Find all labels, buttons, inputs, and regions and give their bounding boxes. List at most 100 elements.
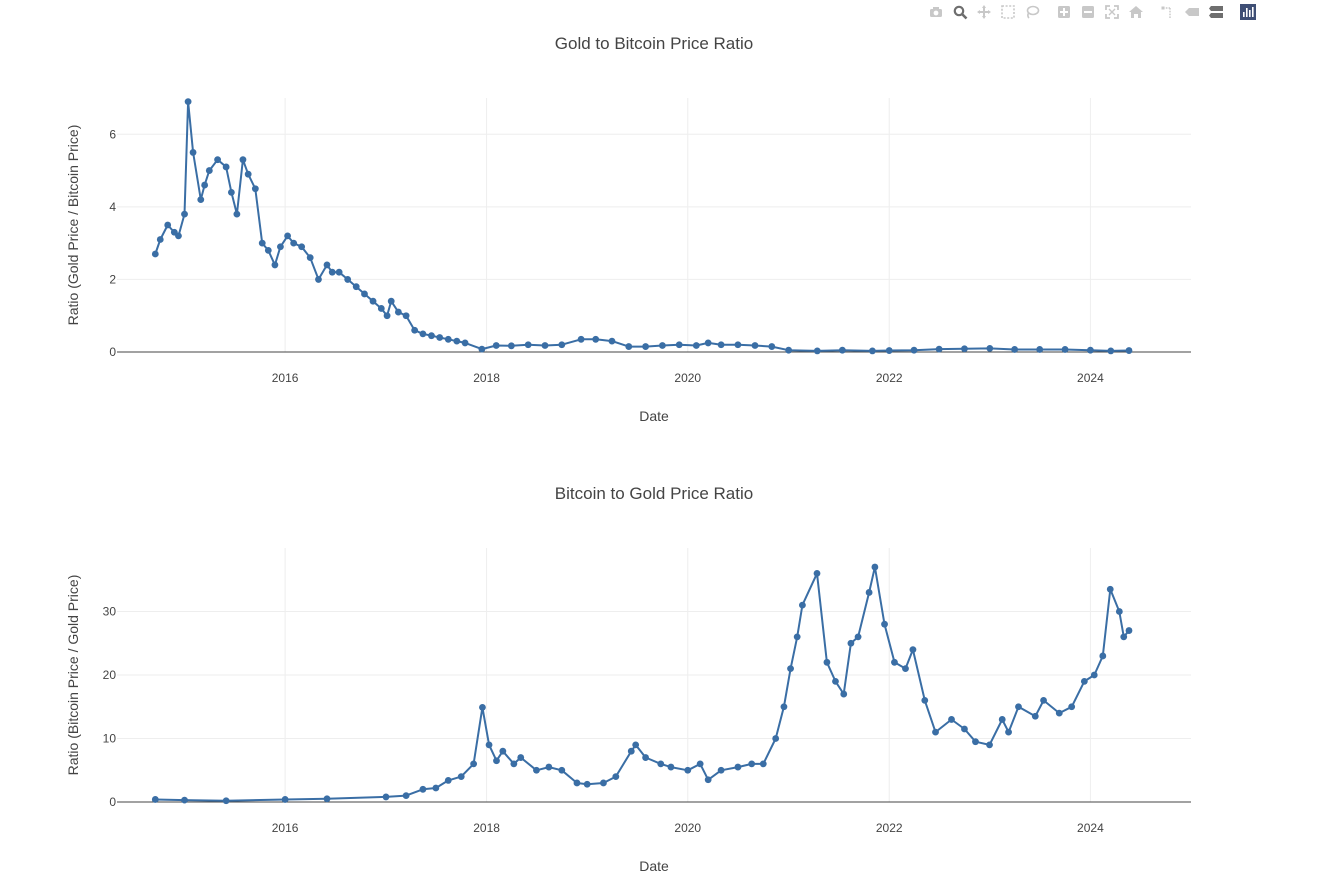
- data-point[interactable]: [156, 236, 164, 243]
- data-point[interactable]: [383, 312, 391, 320]
- data-point[interactable]: [335, 268, 343, 276]
- data-point[interactable]: [768, 343, 776, 350]
- data-point[interactable]: [659, 342, 666, 349]
- data-point[interactable]: [507, 342, 515, 350]
- box-select-button[interactable]: [998, 2, 1018, 22]
- data-point[interactable]: [627, 747, 635, 755]
- data-point[interactable]: [453, 337, 461, 345]
- data-point[interactable]: [704, 776, 712, 784]
- data-point[interactable]: [1005, 728, 1012, 736]
- data-point[interactable]: [328, 268, 336, 276]
- data-point[interactable]: [541, 342, 549, 349]
- data-point[interactable]: [1040, 697, 1047, 704]
- lasso-select-button[interactable]: [1022, 2, 1042, 22]
- data-point[interactable]: [184, 98, 192, 106]
- data-point[interactable]: [667, 763, 675, 771]
- data-point[interactable]: [717, 766, 725, 774]
- data-point[interactable]: [717, 341, 725, 349]
- data-point[interactable]: [164, 221, 172, 229]
- data-point[interactable]: [1087, 346, 1094, 354]
- data-point[interactable]: [352, 283, 360, 291]
- data-point[interactable]: [583, 780, 591, 788]
- data-point[interactable]: [402, 312, 410, 320]
- data-point[interactable]: [377, 305, 385, 312]
- data-point[interactable]: [428, 332, 435, 340]
- data-point[interactable]: [696, 760, 704, 768]
- reset-axes-button[interactable]: [1126, 2, 1146, 22]
- data-point[interactable]: [470, 760, 478, 768]
- hover-closest-button[interactable]: [1182, 2, 1202, 22]
- data-point[interactable]: [961, 345, 968, 353]
- data-point[interactable]: [600, 779, 607, 787]
- data-point[interactable]: [891, 658, 898, 666]
- data-point[interactable]: [625, 343, 633, 350]
- data-point[interactable]: [323, 261, 331, 269]
- data-point[interactable]: [869, 347, 876, 355]
- data-point[interactable]: [793, 633, 801, 641]
- data-point[interactable]: [948, 716, 955, 723]
- data-point[interactable]: [545, 763, 553, 771]
- data-point[interactable]: [1055, 709, 1063, 717]
- data-point[interactable]: [909, 646, 917, 653]
- data-point[interactable]: [479, 703, 486, 711]
- data-point[interactable]: [382, 793, 390, 801]
- data-point[interactable]: [558, 766, 566, 774]
- data-point[interactable]: [772, 735, 780, 742]
- data-point[interactable]: [402, 792, 410, 800]
- data-point[interactable]: [986, 741, 993, 749]
- data-point[interactable]: [657, 760, 665, 768]
- data-point[interactable]: [885, 347, 893, 354]
- data-point[interactable]: [175, 232, 182, 240]
- data-point[interactable]: [493, 757, 500, 765]
- plot-area[interactable]: [117, 98, 1191, 352]
- data-point[interactable]: [854, 633, 862, 641]
- data-point[interactable]: [1120, 633, 1128, 641]
- data-point[interactable]: [205, 167, 213, 174]
- data-point[interactable]: [444, 777, 452, 784]
- data-point[interactable]: [592, 335, 600, 343]
- data-point[interactable]: [998, 716, 1006, 723]
- data-point[interactable]: [1107, 347, 1115, 355]
- data-point[interactable]: [361, 290, 368, 298]
- spike-lines-button[interactable]: [1158, 2, 1178, 22]
- data-point[interactable]: [734, 763, 742, 771]
- data-point[interactable]: [281, 796, 289, 803]
- data-point[interactable]: [675, 341, 683, 349]
- data-point[interactable]: [394, 308, 402, 316]
- data-point[interactable]: [932, 728, 939, 736]
- data-point[interactable]: [233, 210, 241, 218]
- data-point[interactable]: [284, 232, 291, 240]
- data-point[interactable]: [264, 247, 272, 254]
- data-point[interactable]: [780, 703, 788, 711]
- pan-button[interactable]: [974, 2, 994, 22]
- data-point[interactable]: [258, 239, 266, 247]
- data-point[interactable]: [1068, 703, 1076, 711]
- data-point[interactable]: [684, 766, 692, 774]
- data-point[interactable]: [214, 156, 221, 164]
- data-point[interactable]: [813, 570, 821, 577]
- data-point[interactable]: [323, 795, 331, 803]
- data-point[interactable]: [271, 261, 279, 269]
- data-point[interactable]: [290, 239, 298, 247]
- data-point[interactable]: [436, 334, 444, 341]
- data-point[interactable]: [1015, 703, 1022, 711]
- data-point[interactable]: [1115, 608, 1123, 615]
- data-point[interactable]: [517, 754, 525, 761]
- data-point[interactable]: [457, 773, 465, 780]
- data-point[interactable]: [608, 337, 616, 345]
- data-point[interactable]: [881, 620, 888, 628]
- data-point[interactable]: [847, 639, 855, 647]
- data-point[interactable]: [251, 185, 259, 193]
- data-point[interactable]: [411, 326, 419, 334]
- zoom-out-button[interactable]: [1078, 2, 1098, 22]
- data-point[interactable]: [902, 665, 909, 673]
- data-point[interactable]: [444, 335, 452, 343]
- data-point[interactable]: [461, 339, 469, 347]
- zoom-button[interactable]: [950, 2, 970, 22]
- data-point[interactable]: [961, 725, 968, 733]
- data-point[interactable]: [1011, 346, 1019, 353]
- data-point[interactable]: [222, 797, 230, 805]
- data-point[interactable]: [478, 345, 486, 353]
- data-point[interactable]: [419, 330, 427, 338]
- data-point[interactable]: [785, 346, 793, 354]
